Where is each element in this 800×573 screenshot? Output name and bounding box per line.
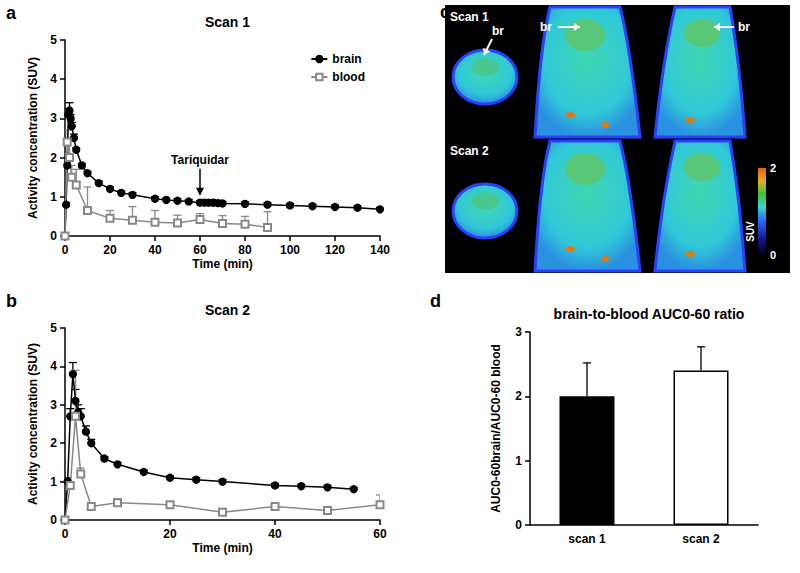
svg-text:scan 2: scan 2 [682,532,720,546]
svg-text:Time (min): Time (min) [192,541,252,555]
svg-text:0: 0 [515,518,522,532]
svg-text:brain-to-blood AUC0-60 ratio: brain-to-blood AUC0-60 ratio [554,306,745,322]
svg-text:2: 2 [515,389,522,403]
svg-text:SUV: SUV [745,221,756,242]
svg-text:5: 5 [50,321,57,335]
svg-text:d: d [430,291,441,311]
svg-text:0: 0 [62,527,69,541]
svg-text:3: 3 [50,398,57,412]
svg-text:3: 3 [515,325,522,339]
svg-text:blood: blood [332,70,365,84]
svg-text:Scan 2: Scan 2 [205,302,250,318]
svg-text:0: 0 [62,243,69,257]
svg-text:60: 60 [373,527,387,541]
svg-text:Scan 2: Scan 2 [450,144,489,158]
svg-text:20: 20 [103,243,117,257]
svg-text:Activity concentration (SUV): Activity concentration (SUV) [26,57,40,219]
svg-text:Tariquidar: Tariquidar [171,153,229,167]
svg-text:20: 20 [163,527,177,541]
svg-text:Scan 1: Scan 1 [205,14,250,30]
svg-text:1: 1 [50,475,57,489]
svg-text:scan 1: scan 1 [568,532,606,546]
svg-text:60: 60 [193,243,207,257]
svg-text:40: 40 [148,243,162,257]
svg-text:3: 3 [50,111,57,125]
svg-text:40: 40 [268,527,282,541]
svg-text:br: br [540,20,552,34]
svg-text:c: c [440,2,450,22]
svg-text:0: 0 [770,249,776,261]
svg-text:0: 0 [50,513,57,527]
svg-text:b: b [6,291,17,311]
svg-text:2: 2 [770,162,776,174]
svg-text:AUC0-60brain/AUC0-60 blood: AUC0-60brain/AUC0-60 blood [489,344,503,513]
svg-text:140: 140 [370,243,390,257]
svg-text:80: 80 [238,243,252,257]
svg-text:Scan 1: Scan 1 [450,10,489,24]
svg-text:0: 0 [50,229,57,243]
svg-text:brain: brain [332,52,361,66]
svg-text:5: 5 [50,33,57,47]
svg-text:1: 1 [515,454,522,468]
svg-text:2: 2 [50,436,57,450]
svg-text:a: a [6,3,17,23]
svg-text:br: br [492,24,504,38]
svg-text:120: 120 [325,243,345,257]
svg-text:4: 4 [50,72,57,86]
svg-text:2: 2 [50,151,57,165]
svg-text:1: 1 [50,190,57,204]
svg-text:4: 4 [50,359,57,373]
svg-text:Time (min): Time (min) [192,257,252,271]
svg-text:100: 100 [280,243,300,257]
svg-text:br: br [738,20,750,34]
svg-text:Activity concentration (SUV): Activity concentration (SUV) [26,343,40,505]
